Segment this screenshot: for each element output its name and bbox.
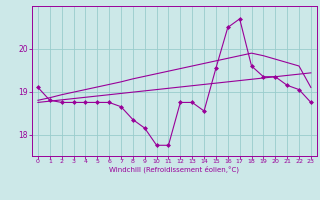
X-axis label: Windchill (Refroidissement éolien,°C): Windchill (Refroidissement éolien,°C): [109, 166, 239, 173]
